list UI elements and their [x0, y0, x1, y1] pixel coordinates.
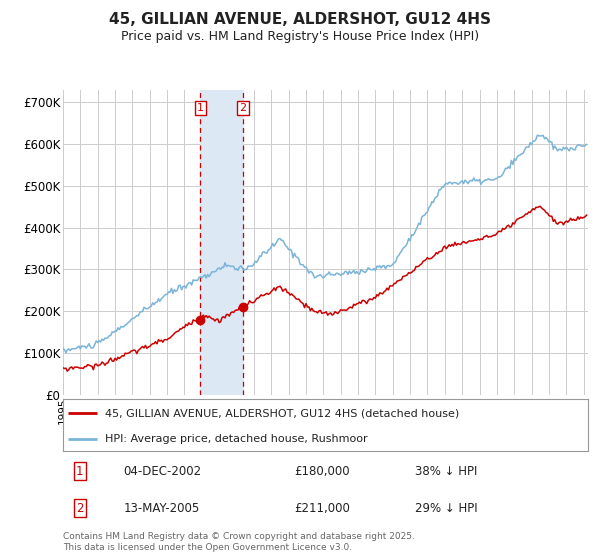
Bar	[200, 90, 243, 395]
Text: 1: 1	[76, 465, 83, 478]
Text: 45, GILLIAN AVENUE, ALDERSHOT, GU12 4HS (detached house): 45, GILLIAN AVENUE, ALDERSHOT, GU12 4HS …	[105, 408, 459, 418]
Text: 13-MAY-2005: 13-MAY-2005	[124, 502, 200, 515]
Text: £180,000: £180,000	[294, 465, 350, 478]
Text: 1: 1	[197, 104, 204, 113]
Text: 2: 2	[239, 104, 247, 113]
Text: £211,000: £211,000	[294, 502, 350, 515]
Text: Price paid vs. HM Land Registry's House Price Index (HPI): Price paid vs. HM Land Registry's House …	[121, 30, 479, 43]
Text: HPI: Average price, detached house, Rushmoor: HPI: Average price, detached house, Rush…	[105, 435, 368, 445]
Text: 45, GILLIAN AVENUE, ALDERSHOT, GU12 4HS: 45, GILLIAN AVENUE, ALDERSHOT, GU12 4HS	[109, 12, 491, 27]
Text: 38% ↓ HPI: 38% ↓ HPI	[415, 465, 477, 478]
Text: 29% ↓ HPI: 29% ↓ HPI	[415, 502, 478, 515]
Text: Contains HM Land Registry data © Crown copyright and database right 2025.
This d: Contains HM Land Registry data © Crown c…	[63, 533, 415, 552]
Text: 04-DEC-2002: 04-DEC-2002	[124, 465, 202, 478]
Text: 2: 2	[76, 502, 83, 515]
